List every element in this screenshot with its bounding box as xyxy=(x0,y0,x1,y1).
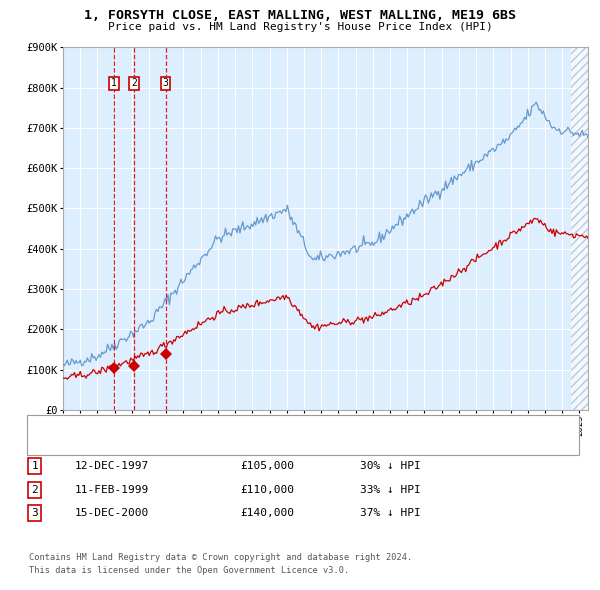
Text: 3: 3 xyxy=(163,78,169,88)
Text: Price paid vs. HM Land Registry's House Price Index (HPI): Price paid vs. HM Land Registry's House … xyxy=(107,22,493,32)
Bar xyxy=(571,47,588,410)
Text: 1, FORSYTH CLOSE, EAST MALLING, WEST MALLING, ME19 6BS (detached house): 1, FORSYTH CLOSE, EAST MALLING, WEST MAL… xyxy=(60,422,468,431)
Text: 2: 2 xyxy=(31,485,38,494)
Text: 12-DEC-1997: 12-DEC-1997 xyxy=(75,461,149,471)
Text: £140,000: £140,000 xyxy=(240,509,294,518)
Text: 15-DEC-2000: 15-DEC-2000 xyxy=(75,509,149,518)
Text: 1: 1 xyxy=(31,461,38,471)
Text: 2: 2 xyxy=(131,78,137,88)
Text: Contains HM Land Registry data © Crown copyright and database right 2024.: Contains HM Land Registry data © Crown c… xyxy=(29,553,412,562)
Text: This data is licensed under the Open Government Licence v3.0.: This data is licensed under the Open Gov… xyxy=(29,566,349,575)
Text: 33% ↓ HPI: 33% ↓ HPI xyxy=(360,485,421,494)
Text: £110,000: £110,000 xyxy=(240,485,294,494)
Text: 11-FEB-1999: 11-FEB-1999 xyxy=(75,485,149,494)
Text: £105,000: £105,000 xyxy=(240,461,294,471)
Text: 3: 3 xyxy=(31,509,38,518)
Text: HPI: Average price, detached house, Tonbridge and Malling: HPI: Average price, detached house, Tonb… xyxy=(60,441,388,450)
Text: 30% ↓ HPI: 30% ↓ HPI xyxy=(360,461,421,471)
Text: 37% ↓ HPI: 37% ↓ HPI xyxy=(360,509,421,518)
Text: 1, FORSYTH CLOSE, EAST MALLING, WEST MALLING, ME19 6BS: 1, FORSYTH CLOSE, EAST MALLING, WEST MAL… xyxy=(84,9,516,22)
Text: 1: 1 xyxy=(111,78,117,88)
